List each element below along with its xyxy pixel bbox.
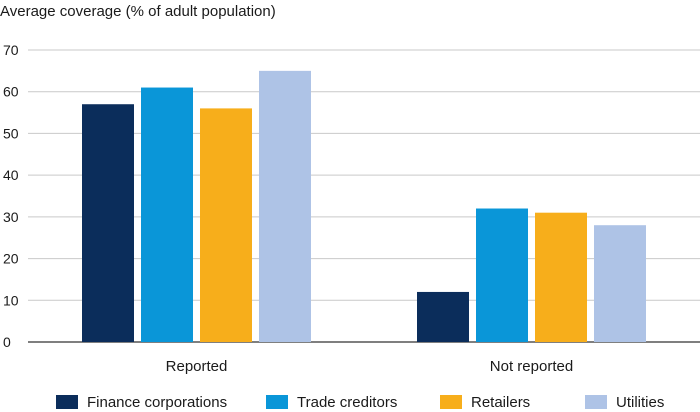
bar: [594, 225, 646, 342]
y-tick-label: 50: [3, 125, 19, 141]
bar: [200, 108, 252, 343]
legend-swatch: [56, 395, 78, 409]
legend-swatch: [266, 395, 288, 409]
y-tick-label: 20: [3, 251, 19, 267]
legend-label: Finance corporations: [87, 394, 227, 411]
bar: [141, 87, 193, 343]
y-tick-label: 10: [3, 292, 19, 308]
bar: [82, 104, 134, 342]
legend-label: Utilities: [616, 394, 664, 411]
y-tick-label: 30: [3, 209, 19, 225]
y-tick-label: 70: [3, 42, 19, 58]
legend-swatch: [585, 395, 607, 409]
y-tick-label: 40: [3, 167, 19, 183]
legend-label: Trade creditors: [297, 394, 397, 411]
legend-swatch: [440, 395, 462, 409]
y-tick-label: 60: [3, 84, 19, 100]
bar: [259, 70, 311, 342]
bar: [476, 208, 528, 342]
bar: [417, 291, 469, 342]
y-tick-label: 0: [3, 334, 11, 350]
bar: [535, 212, 587, 342]
y-axis-label: Average coverage (% of adult population): [0, 3, 276, 20]
x-category-label: Not reported: [490, 358, 573, 375]
x-category-label: Reported: [166, 358, 228, 375]
legend-label: Retailers: [471, 394, 530, 411]
